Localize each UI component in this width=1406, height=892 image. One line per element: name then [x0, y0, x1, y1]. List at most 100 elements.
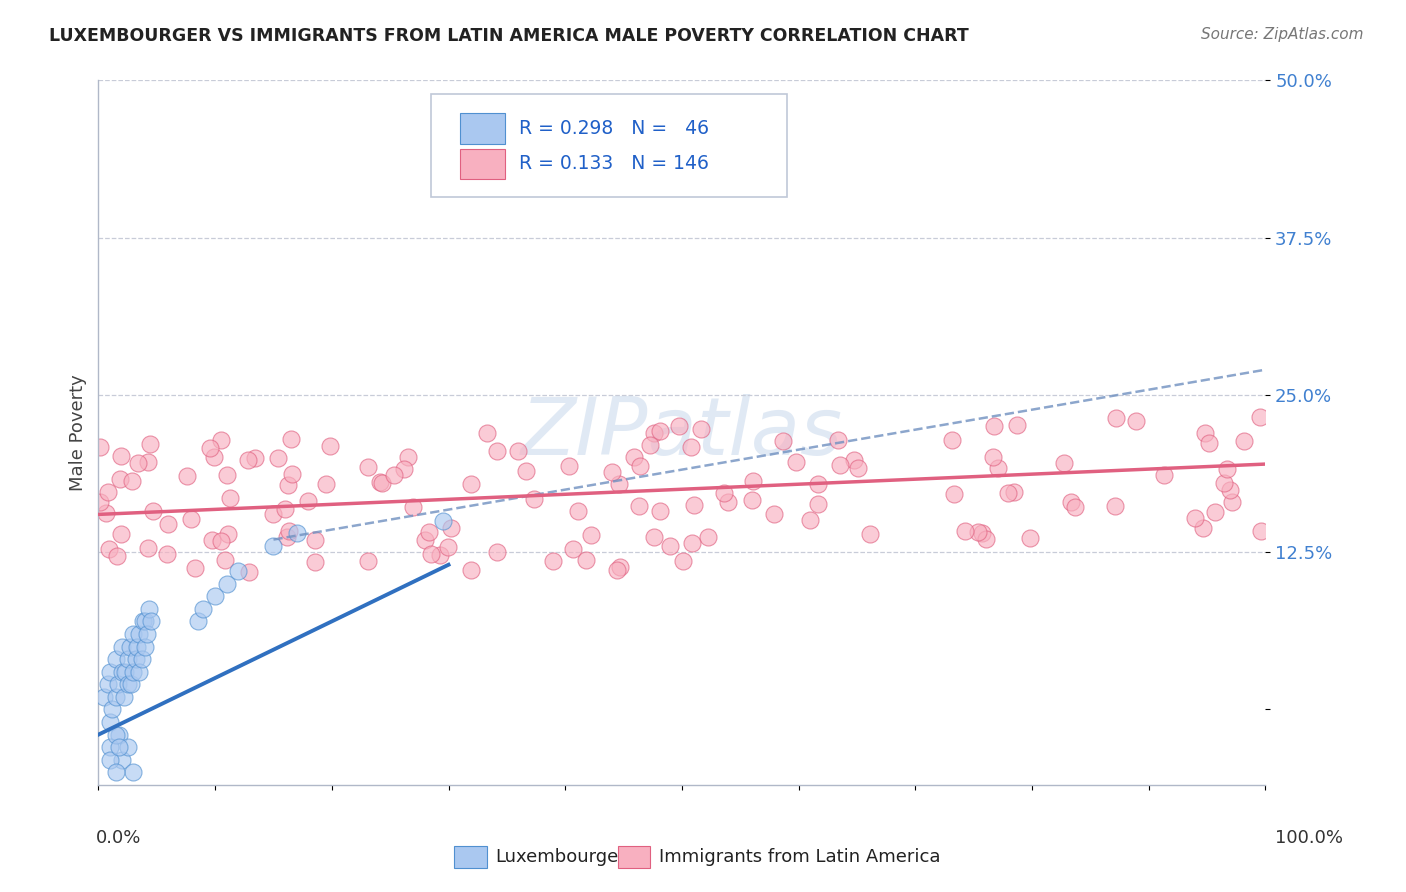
FancyBboxPatch shape [617, 846, 651, 868]
Point [97, 677, 120, 691]
Text: Source: ZipAtlas.com: Source: ZipAtlas.com [1201, 27, 1364, 42]
Point [245, 451, 267, 466]
Point [671, 554, 693, 568]
Point [202, 450, 225, 464]
Point [440, 521, 463, 535]
Point [717, 495, 740, 509]
Point [138, 601, 160, 615]
Point [689, 422, 711, 436]
Point [1250, 524, 1272, 539]
Point [127, 456, 149, 470]
Point [561, 542, 583, 557]
Point [209, 533, 232, 548]
Point [104, 728, 127, 742]
Point [262, 507, 284, 521]
Point [1220, 495, 1243, 509]
Point [827, 434, 849, 448]
Point [89, 440, 111, 454]
Point [201, 533, 224, 547]
Point [238, 565, 260, 579]
Point [117, 740, 139, 755]
Point [460, 563, 482, 577]
Point [277, 524, 299, 538]
Point [107, 677, 129, 691]
Point [280, 467, 302, 481]
Text: 0.0%: 0.0% [96, 829, 141, 847]
Point [183, 561, 205, 575]
Point [98, 740, 121, 755]
Point [859, 526, 882, 541]
Point [785, 455, 807, 469]
Point [228, 564, 250, 578]
Point [198, 441, 221, 455]
Text: Immigrants from Latin America: Immigrants from Latin America [658, 847, 941, 866]
Point [187, 615, 209, 629]
Point [1005, 417, 1028, 432]
Point [846, 461, 869, 475]
Y-axis label: Male Poverty: Male Poverty [69, 375, 87, 491]
Point [125, 652, 148, 666]
Point [357, 553, 380, 567]
Point [668, 418, 690, 433]
Point [1212, 476, 1234, 491]
Point [609, 559, 631, 574]
Point [638, 438, 661, 452]
Point [1216, 461, 1239, 475]
Point [176, 469, 198, 483]
Point [1194, 425, 1216, 440]
Point [763, 508, 786, 522]
Point [972, 525, 994, 540]
Point [304, 533, 326, 547]
Point [139, 615, 162, 629]
Point [460, 476, 482, 491]
Point [356, 459, 378, 474]
Point [128, 627, 150, 641]
Point [953, 524, 976, 538]
Text: LUXEMBOURGER VS IMMIGRANTS FROM LATIN AMERICA MALE POVERTY CORRELATION CHART: LUXEMBOURGER VS IMMIGRANTS FROM LATIN AM… [49, 27, 969, 45]
Point [104, 652, 127, 666]
Point [122, 627, 145, 641]
Point [650, 504, 672, 518]
Point [1018, 531, 1040, 545]
Point [976, 532, 998, 546]
Point [643, 530, 665, 544]
Point [118, 640, 141, 654]
Text: R = 0.133   N = 146: R = 0.133 N = 146 [519, 154, 709, 173]
Point [180, 511, 202, 525]
Point [139, 436, 162, 450]
Point [111, 665, 134, 679]
Point [318, 439, 340, 453]
Point [128, 665, 150, 679]
Point [402, 500, 425, 514]
Point [628, 459, 651, 474]
FancyBboxPatch shape [460, 149, 505, 179]
Point [486, 545, 509, 559]
Point [117, 677, 139, 691]
Point [209, 433, 232, 447]
Point [1153, 467, 1175, 482]
Point [543, 554, 565, 568]
Point [134, 640, 156, 654]
Point [607, 477, 630, 491]
Point [432, 514, 454, 528]
Point [1232, 434, 1254, 449]
FancyBboxPatch shape [460, 113, 505, 144]
Text: R = 0.298   N =   46: R = 0.298 N = 46 [519, 119, 709, 137]
Point [486, 444, 509, 458]
Point [276, 530, 298, 544]
Point [844, 453, 866, 467]
Point [981, 450, 1004, 464]
Point [1063, 500, 1085, 514]
Point [315, 476, 337, 491]
Text: ZIPatlas: ZIPatlas [520, 393, 844, 472]
Point [136, 541, 159, 555]
Point [110, 449, 132, 463]
Point [648, 425, 671, 439]
Point [104, 690, 127, 704]
Point [134, 615, 156, 629]
Point [382, 468, 405, 483]
Point [370, 475, 392, 490]
Point [1249, 409, 1271, 424]
Point [112, 690, 135, 704]
Text: Luxembourgers: Luxembourgers [495, 847, 636, 866]
